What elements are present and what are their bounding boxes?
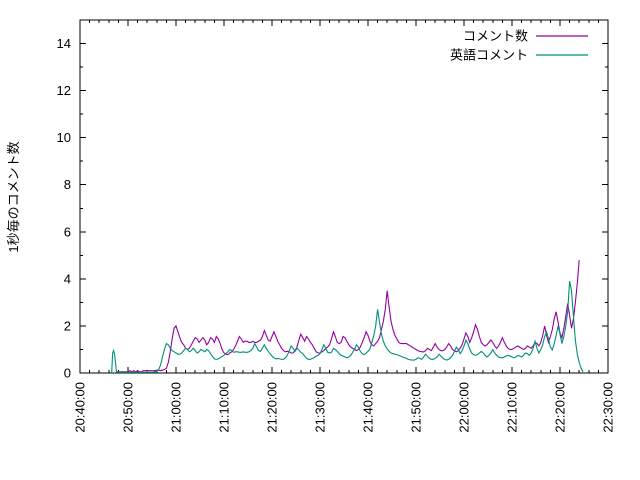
- x-tick-label: 22:10:00: [505, 382, 520, 433]
- y-tick-label: 0: [64, 366, 71, 381]
- y-tick-label: 10: [57, 130, 71, 145]
- x-tick-label: 21:40:00: [361, 382, 376, 433]
- series-line-1: [116, 259, 580, 373]
- x-tick-label: 21:00:00: [169, 382, 184, 433]
- x-tick-label: 20:50:00: [121, 382, 136, 433]
- x-axis-tick-labels: 20:40:00 20:50:00 21:00:00 21:10:00 21:20:00…: [73, 382, 616, 433]
- y-tick-label: 6: [64, 224, 71, 239]
- x-tick-label: 22:30:00: [601, 382, 616, 433]
- series-line-2: [111, 281, 584, 374]
- y-tick-label: 12: [57, 83, 71, 98]
- y-tick-label: 14: [57, 36, 71, 51]
- y-tick-label: 8: [64, 177, 71, 192]
- legend-label-1: コメント数: [463, 29, 528, 44]
- plot-frame: [79, 19, 609, 374]
- y-axis-title: 1秒毎のコメント数: [6, 141, 21, 252]
- x-tick-label: 22:00:00: [457, 382, 472, 433]
- x-tick-label: 21:30:00: [313, 382, 328, 433]
- y-tick-label: 2: [64, 318, 71, 333]
- x-tick-label: 22:20:00: [553, 382, 568, 433]
- data-series-group: [111, 259, 584, 374]
- x-tick-label: 21:20:00: [265, 382, 280, 433]
- x-tick-label: 21:50:00: [409, 382, 424, 433]
- x-tick-label: 20:40:00: [73, 382, 88, 433]
- legend-label-2: 英語コメント: [450, 48, 528, 63]
- y-tick-label: 4: [64, 271, 71, 286]
- y-axis-tick-labels: 0 2 4 6 8 10 12 14: [57, 36, 71, 380]
- x-tick-label: 21:10:00: [217, 382, 232, 433]
